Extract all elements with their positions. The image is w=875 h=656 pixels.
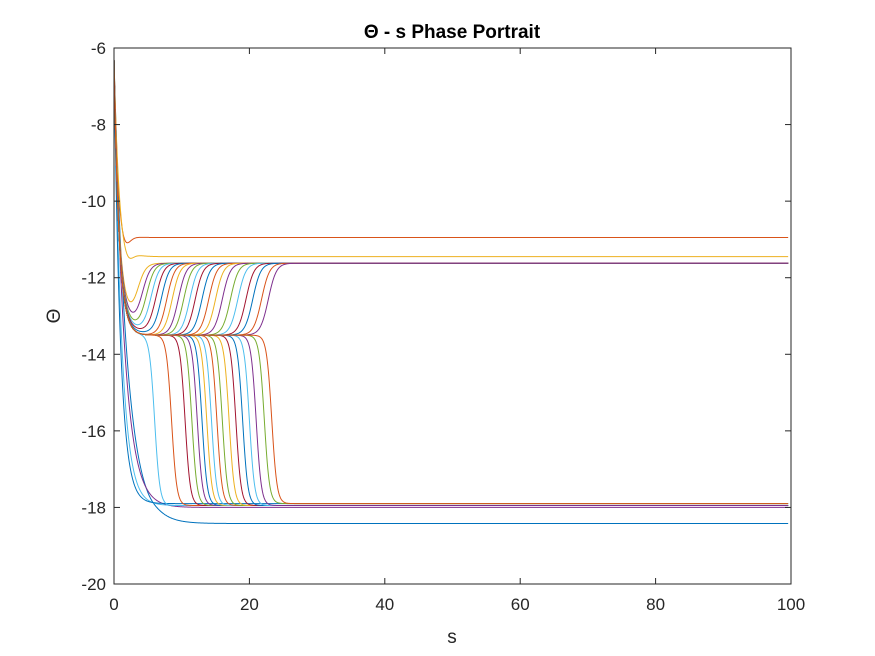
trajectory-line-45 bbox=[113, 59, 789, 505]
x-tick-label: 20 bbox=[240, 595, 259, 614]
x-tick-label: 0 bbox=[109, 595, 118, 614]
y-tick-label: -12 bbox=[81, 269, 106, 288]
trajectory-line-3 bbox=[113, 59, 789, 259]
y-tick-label: -18 bbox=[81, 498, 106, 517]
x-tick-label: 60 bbox=[511, 595, 530, 614]
series-layer bbox=[113, 59, 789, 525]
tick-layer: 0 20 40 60 80 100 -20 -18 -16 -14 -12 -10 -8 -6 bbox=[81, 39, 805, 614]
x-tick-label: 80 bbox=[646, 595, 665, 614]
trajectory-line-4 bbox=[113, 59, 789, 508]
trajectory-line-1 bbox=[113, 59, 789, 525]
x-tick-label: 100 bbox=[777, 595, 805, 614]
y-tick-label: -16 bbox=[81, 422, 106, 441]
y-tick-label: -6 bbox=[91, 39, 106, 58]
trajectory-line-2 bbox=[113, 59, 789, 244]
y-tick-label: -20 bbox=[81, 575, 106, 594]
y-axis-label: Θ bbox=[44, 309, 65, 324]
y-tick-label: -14 bbox=[81, 345, 106, 364]
x-axis-label: s bbox=[447, 627, 457, 648]
chart-title: Θ - s Phase Portrait bbox=[364, 22, 541, 43]
axes-box bbox=[113, 47, 792, 585]
y-tick-label: -10 bbox=[81, 192, 106, 211]
y-tick-label: -8 bbox=[91, 116, 106, 135]
x-tick-label: 40 bbox=[375, 595, 394, 614]
